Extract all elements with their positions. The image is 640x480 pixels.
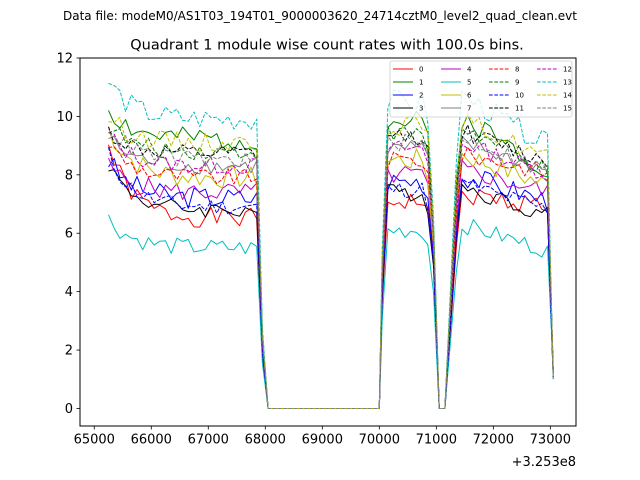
legend-label-9: 9 bbox=[515, 79, 519, 87]
legend-label-5: 5 bbox=[467, 79, 471, 87]
series-line-15 bbox=[108, 132, 554, 409]
legend-label-0: 0 bbox=[419, 66, 423, 74]
series-line-3 bbox=[108, 169, 554, 409]
x-tick-label: 70000 bbox=[359, 433, 400, 448]
plot-area bbox=[79, 57, 577, 427]
series-line-10 bbox=[108, 147, 554, 409]
legend-label-15: 15 bbox=[563, 105, 572, 113]
x-tick-label: 65000 bbox=[74, 433, 115, 448]
legend-label-4: 4 bbox=[467, 66, 472, 74]
legend-box bbox=[389, 60, 573, 118]
legend-label-13: 13 bbox=[563, 79, 572, 87]
series-line-14 bbox=[108, 112, 554, 409]
x-axis: 65000 66000 67000 68000 69000 70000 71000 72000… bbox=[74, 426, 571, 448]
series-line-1 bbox=[108, 110, 554, 409]
legend-label-11: 11 bbox=[515, 105, 524, 113]
axes-frame bbox=[79, 57, 577, 427]
y-tick-label: 4 bbox=[65, 285, 73, 300]
series-line-8 bbox=[108, 146, 554, 409]
x-tick-label: 71000 bbox=[416, 433, 457, 448]
x-tick-label: 66000 bbox=[131, 433, 172, 448]
x-tick-label: 69000 bbox=[302, 433, 343, 448]
y-tick-label: 0 bbox=[65, 402, 73, 417]
series-line-0 bbox=[108, 144, 554, 409]
series-line-5 bbox=[108, 214, 554, 409]
series-line-6 bbox=[108, 126, 554, 409]
legend-label-7: 7 bbox=[467, 105, 471, 113]
legend-label-1: 1 bbox=[419, 79, 423, 87]
legend-label-6: 6 bbox=[467, 92, 472, 100]
y-tick-label: 12 bbox=[56, 52, 73, 67]
y-axis: 0 2 4 6 8 10 12 bbox=[56, 52, 80, 417]
series-layer bbox=[108, 82, 554, 409]
series-line-9 bbox=[108, 126, 554, 409]
legend-label-2: 2 bbox=[419, 92, 423, 100]
suptitle: Data file: modeM0/AS1T03_194T01_90000036… bbox=[63, 9, 577, 23]
legend-label-3: 3 bbox=[419, 105, 423, 113]
series-line-13 bbox=[108, 82, 554, 409]
legend-label-8: 8 bbox=[515, 66, 519, 74]
y-tick-label: 2 bbox=[65, 344, 73, 359]
x-tick-label: 67000 bbox=[188, 433, 229, 448]
x-offset-label: +3.253e8 bbox=[512, 455, 576, 470]
series-line-12 bbox=[108, 132, 554, 409]
legend-label-12: 12 bbox=[563, 66, 572, 74]
y-tick-label: 6 bbox=[65, 227, 73, 242]
x-tick-label: 72000 bbox=[473, 433, 514, 448]
legend-label-10: 10 bbox=[515, 92, 524, 100]
series-line-11 bbox=[108, 124, 554, 409]
chart-title: Quadrant 1 module wise count rates with … bbox=[130, 38, 524, 54]
y-tick-label: 10 bbox=[56, 110, 73, 125]
series-line-4 bbox=[108, 157, 554, 409]
y-tick-label: 8 bbox=[65, 168, 73, 183]
x-tick-label: 73000 bbox=[530, 433, 571, 448]
legend-label-14: 14 bbox=[563, 92, 572, 100]
series-line-2 bbox=[108, 158, 554, 409]
x-tick-label: 68000 bbox=[245, 433, 286, 448]
